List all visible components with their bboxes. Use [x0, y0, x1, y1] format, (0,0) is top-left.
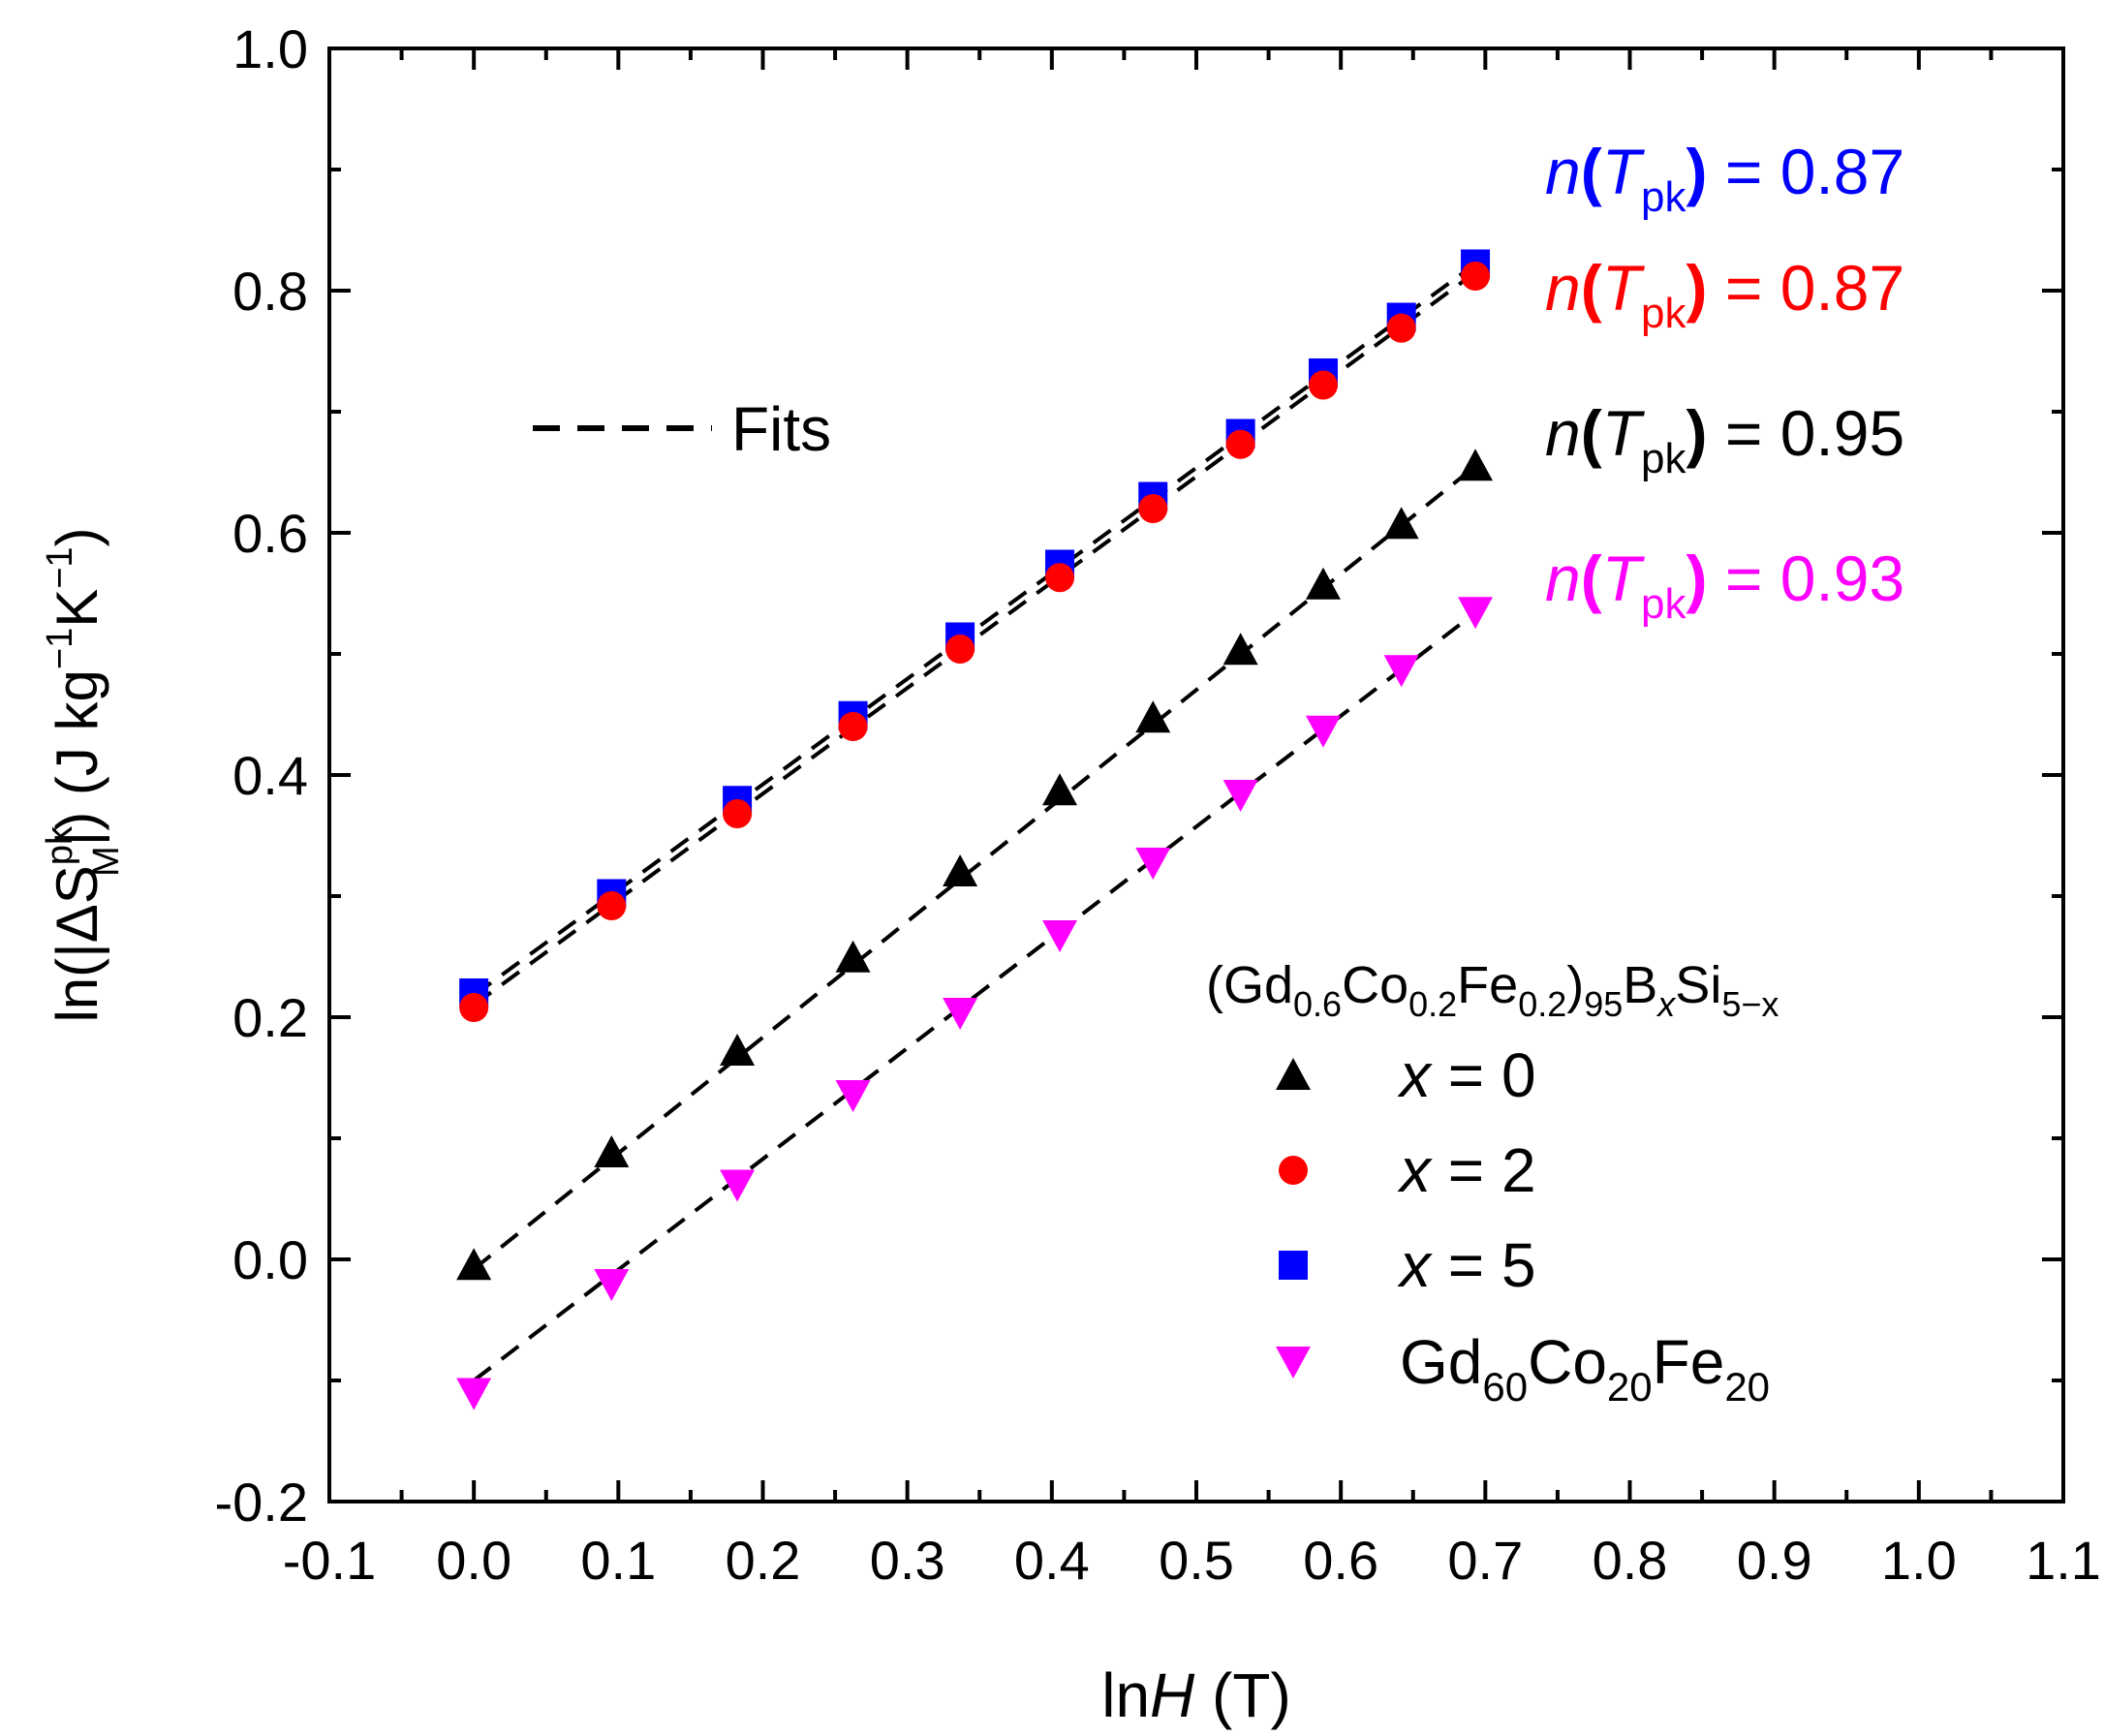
x-tick-label: 0.8 [1593, 1530, 1668, 1591]
x-tick-label: 0.6 [1303, 1530, 1378, 1591]
data-point [943, 998, 978, 1030]
data-point [835, 1080, 871, 1112]
data-point [1383, 655, 1419, 688]
legend-markers [1276, 1058, 1311, 1379]
legend-label-x5: x = 5 [1397, 1230, 1536, 1300]
legend-title: (Gd0.6Co0.2Fe0.2)95BxSi5−x [1206, 956, 1779, 1024]
y-tick-label: 0.8 [232, 261, 308, 322]
data-point [943, 854, 978, 886]
data-point [720, 1169, 756, 1202]
data-point [1135, 848, 1171, 880]
y-tick-label: 0.2 [232, 987, 308, 1048]
x-tick-label: 0.1 [580, 1530, 656, 1591]
data-point [594, 1269, 630, 1301]
x-tick-label: 0.5 [1159, 1530, 1234, 1591]
data-point [1305, 715, 1341, 748]
data-point [459, 993, 489, 1022]
legend-label-x2: x = 2 [1397, 1135, 1536, 1205]
data-point [1305, 567, 1341, 600]
n-annotation: n(Tpk) = 0.87 [1545, 252, 1904, 337]
data-point [1225, 429, 1255, 459]
data-point [1383, 507, 1419, 540]
y-tick-label: 0.6 [232, 503, 308, 564]
data-point [1458, 597, 1494, 630]
fit-lines [472, 262, 1477, 1382]
x-tick-label: 0.9 [1737, 1530, 1812, 1591]
data-point [456, 1248, 492, 1281]
data-point [1386, 313, 1416, 343]
legend-marker [1276, 1347, 1311, 1379]
y-axis-label: ln(|ΔSpk M|) (J kg−1K−1) [40, 527, 127, 1022]
x-tick-label: 0.0 [436, 1530, 511, 1591]
x-tick-label: 1.0 [1881, 1530, 1957, 1591]
x-tick-label: -0.1 [283, 1530, 377, 1591]
data-point [456, 1378, 492, 1410]
data-point [1042, 773, 1078, 806]
data-point [1458, 449, 1494, 481]
data-point [723, 799, 753, 828]
n-annotation: n(Tpk) = 0.95 [1545, 397, 1904, 482]
y-tick-label: 0.0 [232, 1229, 308, 1290]
data-point [594, 1135, 630, 1167]
legend-label-gd: Gd60Co20Fe20 [1400, 1327, 1770, 1410]
fit-line [472, 610, 1477, 1382]
axis-tick-labels: -0.1 0.0 0.1 0.2 0.3 0.4 0.5 0.6 0.7 0.8 0.9 1.0 1.1… [215, 18, 2101, 1591]
legend-label-x0: x = 0 [1397, 1040, 1536, 1110]
y-tick-label: 1.0 [232, 18, 308, 79]
y-tick-label: 0.4 [232, 745, 308, 806]
fits-legend-label: Fits [731, 394, 831, 464]
x-tick-label: 0.2 [726, 1530, 801, 1591]
data-point [945, 635, 975, 664]
legend-marker [1279, 1251, 1308, 1280]
x-tick-label: 1.1 [2026, 1530, 2101, 1591]
data-point [1138, 494, 1168, 523]
data-point [1135, 700, 1171, 733]
data-points [456, 249, 1494, 1410]
data-point [1461, 262, 1491, 291]
n-annotation: n(Tpk) = 0.93 [1545, 542, 1904, 628]
x-tick-label: 0.7 [1447, 1530, 1523, 1591]
data-point [1308, 370, 1338, 400]
data-point [1045, 563, 1075, 593]
x-axis-label: lnH (T) [1101, 1660, 1291, 1730]
axis-ticks [327, 46, 2065, 1504]
legend-marker [1279, 1156, 1308, 1185]
x-tick-label: 0.4 [1014, 1530, 1090, 1591]
data-point [835, 940, 871, 973]
data-point [1042, 920, 1078, 952]
data-point [838, 712, 868, 741]
n-annotations: n(Tpk) = 0.87 n(Tpk) = 0.87 n(Tpk) = 0.95 n… [1545, 136, 1904, 628]
fit-line [472, 464, 1477, 1271]
data-point [720, 1034, 756, 1066]
data-point [597, 891, 627, 920]
y-tick-label: -0.2 [215, 1472, 309, 1533]
data-point [1222, 633, 1258, 666]
n-annotation: n(Tpk) = 0.87 [1545, 136, 1904, 221]
x-tick-label: 0.3 [870, 1530, 945, 1591]
data-point [1222, 780, 1258, 812]
legend-marker [1276, 1058, 1311, 1090]
